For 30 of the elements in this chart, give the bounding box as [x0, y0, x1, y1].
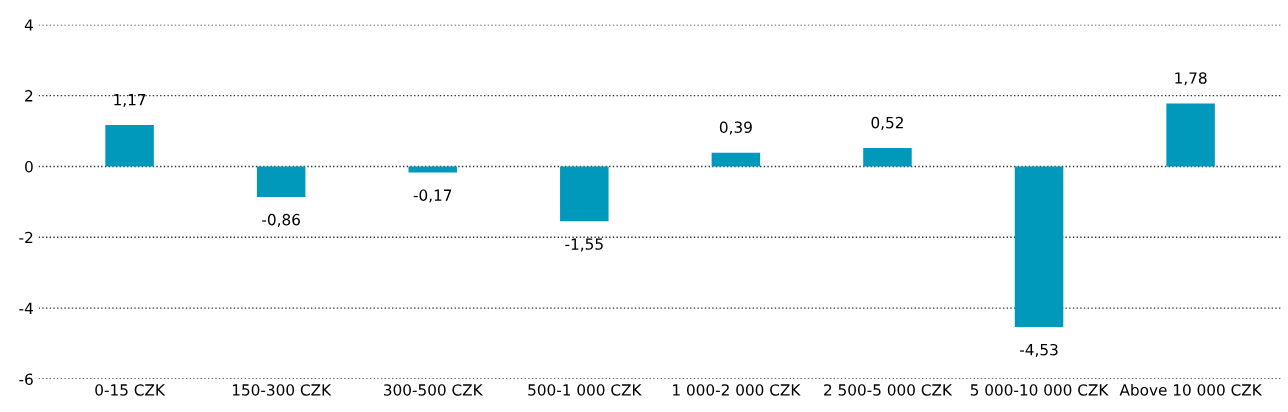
bar	[1166, 103, 1215, 167]
bar	[863, 148, 912, 167]
bar	[560, 166, 609, 222]
bar	[711, 152, 761, 167]
x-tick-label: 0-15 CZK	[95, 384, 166, 396]
y-tick-label: 0	[25, 160, 33, 173]
bar	[105, 124, 154, 167]
x-tick-label: 2 500-5 000 CZK	[824, 384, 953, 396]
data-label: 1,17	[114, 94, 146, 107]
x-tick-label: 150-300 CZK	[232, 384, 332, 396]
bar	[256, 166, 306, 197]
data-label: -0,17	[413, 189, 452, 203]
x-tick-label: 5 000-10 000 CZK	[970, 384, 1109, 396]
x-tick-label: Above 10 000 CZK	[1119, 383, 1263, 396]
x-tick-label: 1 000-2 000 CZK	[673, 384, 801, 396]
x-tick-label: 300-500 CZK	[383, 384, 483, 396]
bar	[1014, 166, 1064, 327]
data-label: -0,86	[262, 213, 300, 227]
y-tick-label: -6	[19, 373, 33, 386]
y-tick-label: -2	[19, 231, 33, 244]
data-label: 0,39	[719, 121, 752, 135]
y-tick-label: -4	[19, 302, 33, 314]
data-label: -4,53	[1020, 343, 1058, 358]
y-tick-label: 2	[25, 90, 33, 102]
data-label: -1,55	[565, 238, 603, 252]
bar	[408, 166, 457, 173]
y-tick-label: 4	[24, 19, 33, 31]
data-label: 1,78	[1175, 72, 1207, 86]
x-tick-label: 500-1 000 CZK	[528, 384, 642, 396]
data-label: 0,52	[871, 116, 903, 130]
